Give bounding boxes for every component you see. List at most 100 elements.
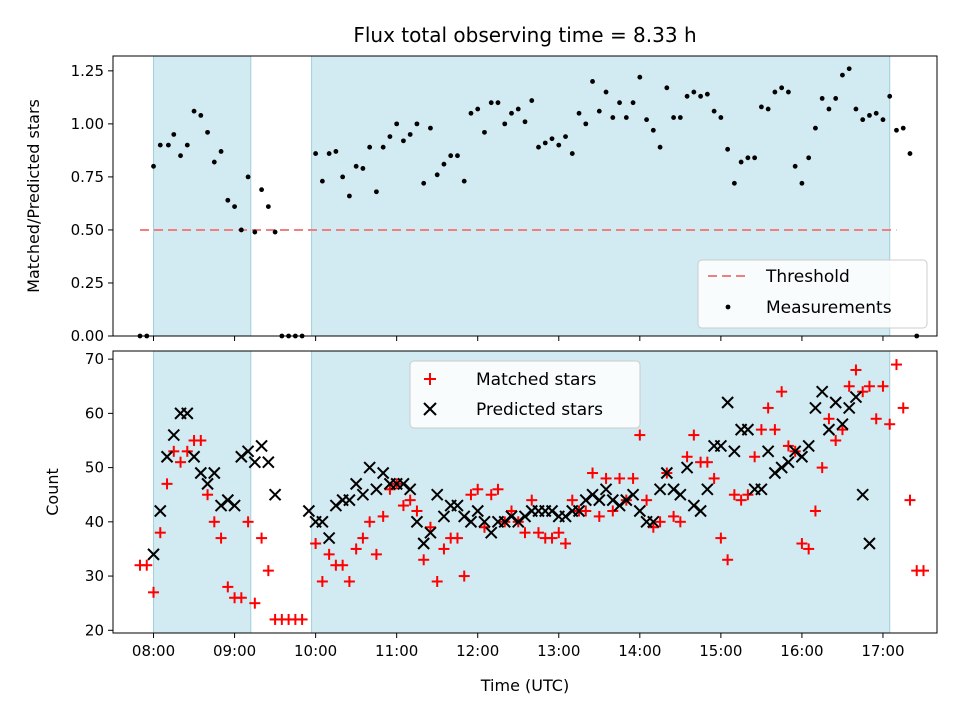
measurement-point bbox=[556, 142, 562, 148]
predicted-star-marker bbox=[181, 407, 194, 420]
matched-star-marker bbox=[235, 592, 247, 604]
matched-star-marker bbox=[546, 532, 558, 544]
matched-star-marker bbox=[397, 500, 409, 512]
measurement-point bbox=[184, 142, 190, 148]
matched-star-marker bbox=[614, 472, 626, 484]
matched-star-marker bbox=[735, 494, 747, 506]
matched-star-marker bbox=[560, 538, 572, 550]
measurement-point bbox=[468, 110, 474, 116]
measurement-point bbox=[475, 106, 481, 112]
measurement-point bbox=[428, 125, 433, 131]
matched-star-marker bbox=[141, 559, 153, 571]
predicted-star-marker bbox=[478, 515, 491, 529]
matched-star-marker bbox=[776, 386, 788, 398]
matched-star-marker bbox=[823, 413, 835, 425]
predicted-star-marker bbox=[316, 515, 329, 529]
measurement-point bbox=[792, 163, 798, 169]
measurement-point bbox=[360, 166, 366, 171]
predicted-star-marker bbox=[647, 515, 660, 529]
predicted-star-marker bbox=[343, 493, 356, 507]
predicted-star-marker bbox=[674, 488, 687, 501]
matched-star-marker bbox=[553, 527, 565, 539]
predicted-star-marker bbox=[430, 488, 444, 501]
top-panel: 0.00 0.25 0.50 0.75 1.00 1.25 Matched/Predict… bbox=[24, 55, 938, 345]
predicted-star-marker bbox=[849, 390, 863, 404]
measurement-point bbox=[178, 153, 183, 159]
predicted-star-marker bbox=[464, 515, 478, 529]
measurement-point bbox=[867, 112, 872, 118]
matched-star-marker bbox=[168, 445, 180, 457]
measurement-point bbox=[711, 108, 717, 114]
observing-interval-shade bbox=[153, 55, 252, 337]
measurement-point bbox=[623, 115, 629, 120]
measurement-point bbox=[198, 112, 204, 118]
bottom-xlabel: Time (UTC) bbox=[480, 676, 569, 695]
legend-threshold-label: Threshold bbox=[765, 267, 850, 287]
measurement-point bbox=[265, 204, 271, 210]
measurement-point bbox=[448, 153, 454, 159]
measurement-point bbox=[731, 180, 737, 186]
measurement-point bbox=[522, 119, 528, 125]
predicted-star-marker bbox=[782, 455, 795, 469]
bottom-xtick-label: 09:00 bbox=[213, 642, 256, 660]
matched-star-marker bbox=[195, 434, 207, 446]
measurement-point bbox=[725, 146, 731, 152]
predicted-star-marker bbox=[471, 504, 484, 518]
predicted-star-marker bbox=[802, 439, 815, 453]
matched-star-marker bbox=[600, 472, 612, 484]
predicted-star-marker bbox=[485, 526, 498, 539]
predicted-star-marker bbox=[187, 450, 201, 463]
measurement-point bbox=[650, 127, 656, 133]
predicted-star-marker bbox=[302, 504, 316, 518]
predicted-star-marker bbox=[376, 466, 390, 480]
predicted-star-marker bbox=[228, 499, 241, 512]
top-ylabel: Matched/Predicted stars bbox=[24, 99, 43, 293]
predicted-star-marker bbox=[322, 531, 336, 545]
matched-star-marker bbox=[458, 570, 470, 582]
top-ytick-label: 1.00 bbox=[71, 115, 104, 133]
measurement-point bbox=[718, 115, 724, 120]
measurement-point bbox=[346, 193, 352, 199]
matched-star-marker bbox=[654, 516, 666, 528]
measurement-point bbox=[590, 79, 595, 84]
measurement-point bbox=[799, 180, 805, 186]
matched-star-marker bbox=[519, 527, 531, 539]
measurement-point bbox=[806, 155, 812, 161]
matched-star-marker bbox=[830, 434, 842, 446]
matched-star-marker bbox=[762, 402, 774, 414]
matched-star-marker bbox=[262, 565, 274, 577]
predicted-star-marker bbox=[410, 515, 424, 529]
matched-star-marker bbox=[316, 575, 328, 587]
measurement-point bbox=[569, 151, 575, 156]
measurement-point bbox=[840, 72, 845, 78]
matched-star-marker bbox=[863, 380, 875, 392]
measurement-point bbox=[151, 163, 156, 169]
measurement-point bbox=[461, 178, 467, 184]
matched-star-marker bbox=[668, 510, 680, 522]
measurement-point bbox=[495, 100, 501, 106]
measurement-point bbox=[603, 89, 609, 95]
predicted-star-marker bbox=[836, 418, 849, 431]
predicted-star-marker bbox=[761, 445, 775, 458]
matched-star-marker bbox=[877, 380, 889, 392]
matched-star-marker bbox=[478, 521, 490, 533]
predicted-star-marker bbox=[721, 396, 734, 409]
bottom-panel: 20 30 40 50 60 70 08:00 09:00 10:00 11:00 12:00 13… bbox=[43, 350, 938, 695]
legend-matched-label: Matched stars bbox=[476, 370, 596, 390]
top-legend: Threshold Measurements bbox=[697, 259, 928, 329]
measurement-point bbox=[313, 151, 319, 156]
bottom-xtick-label: 10:00 bbox=[294, 642, 337, 660]
bottom-ytick-label: 60 bbox=[85, 404, 104, 422]
top-ytick-label: 0.50 bbox=[71, 221, 104, 239]
bottom-xtick-label: 11:00 bbox=[375, 642, 418, 660]
predicted-star-marker bbox=[262, 455, 275, 469]
measurement-point bbox=[367, 144, 373, 150]
predicted-star-marker bbox=[856, 488, 869, 501]
measurement-point bbox=[860, 117, 866, 123]
bottom-legend: Matched stars Predicted stars bbox=[409, 360, 641, 429]
measurement-point bbox=[340, 174, 346, 180]
matched-star-marker bbox=[431, 575, 443, 587]
measurement-point bbox=[637, 74, 643, 80]
matched-star-marker bbox=[465, 489, 477, 501]
matched-star-marker bbox=[451, 532, 463, 544]
